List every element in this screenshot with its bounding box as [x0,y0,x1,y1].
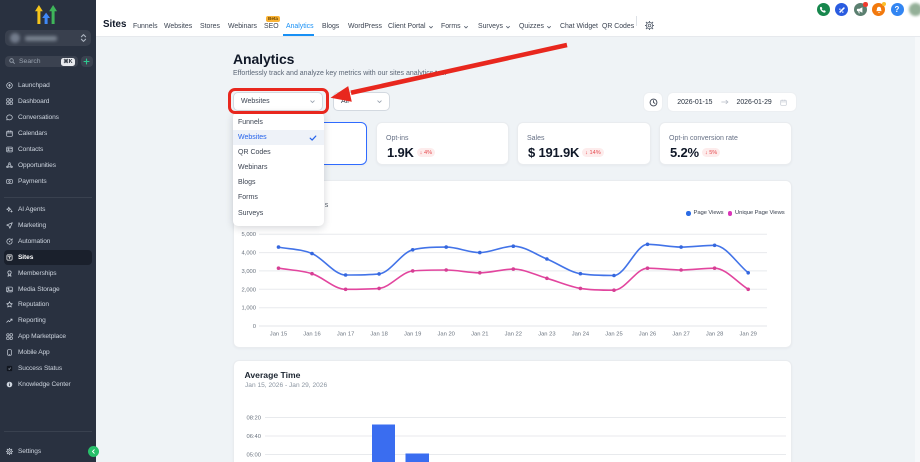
svg-text:3,000: 3,000 [241,269,256,275]
svg-text:Jan 21: Jan 21 [471,332,488,338]
svg-text:Jan 23: Jan 23 [538,332,555,338]
svg-text:Jan 25: Jan 25 [605,332,622,338]
svg-text:Jan 29: Jan 29 [739,332,756,338]
svg-text:Jan 19: Jan 19 [404,332,421,338]
svg-text:Jan 27: Jan 27 [672,332,689,338]
svg-text:2,000: 2,000 [241,287,256,293]
svg-text:4,000: 4,000 [241,251,256,257]
svg-text:Jan 24: Jan 24 [572,332,590,338]
svg-text:Jan 16: Jan 16 [303,332,320,338]
svg-text:Jan 28: Jan 28 [706,332,723,338]
svg-text:Jan 20: Jan 20 [437,332,454,338]
svg-text:08:20: 08:20 [246,416,261,422]
svg-text:1,000: 1,000 [241,306,256,312]
svg-text:0: 0 [253,324,256,330]
svg-text:5,000: 5,000 [241,232,256,238]
svg-text:Jan 17: Jan 17 [337,332,354,338]
svg-text:Jan 15: Jan 15 [270,332,287,338]
svg-text:Jan 26: Jan 26 [639,332,656,338]
svg-text:06:40: 06:40 [246,434,261,440]
svg-text:05:00: 05:00 [246,453,261,459]
svg-text:Jan 22: Jan 22 [505,332,522,338]
svg-text:Jan 18: Jan 18 [370,332,387,338]
